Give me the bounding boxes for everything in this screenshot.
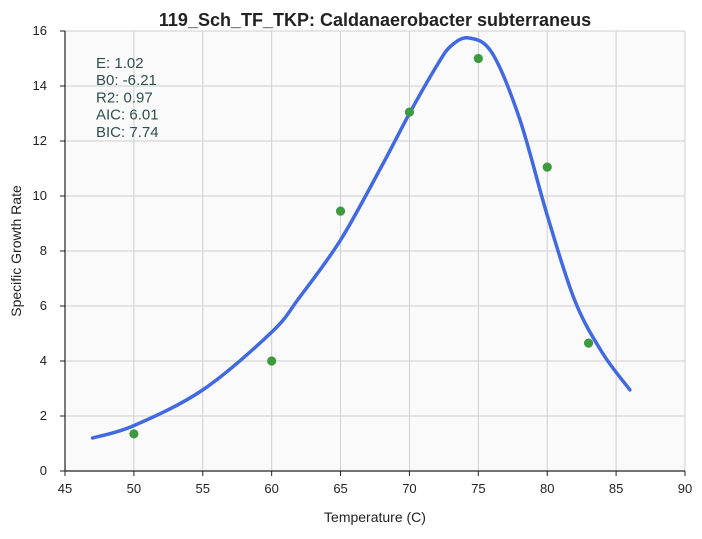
y-tick-label: 8 [40, 243, 47, 258]
x-tick-label: 60 [264, 481, 278, 496]
y-tick-label: 6 [40, 298, 47, 313]
stat-label: BIC: [96, 124, 125, 141]
stat-label: AIC: [96, 107, 125, 124]
stat-label: R2: [96, 89, 119, 106]
y-tick-label: 0 [40, 463, 47, 478]
y-tick-label: 12 [33, 133, 47, 148]
data-point [583, 338, 594, 348]
x-tick-label: 45 [58, 481, 72, 496]
data-point [473, 53, 483, 64]
x-axis-label: Temperature (C) [324, 509, 426, 525]
stat-label: E: [96, 55, 110, 72]
x-tick-label: 90 [678, 481, 692, 496]
grid-lines [65, 30, 686, 471]
stat-line: E: 1.02 [96, 55, 144, 72]
stat-value: 7.74 [125, 124, 158, 141]
y-tick-label: 2 [40, 408, 47, 423]
data-point [404, 107, 415, 117]
y-tick-label: 16 [33, 23, 47, 38]
stat-value: 6.01 [125, 107, 158, 124]
y-tick-label: 4 [40, 353, 47, 368]
data-point [335, 206, 346, 216]
x-tick-label: 65 [333, 481, 347, 496]
stat-value: 0.97 [119, 89, 152, 106]
x-tick-labels: 45 50 55 60 65 70 75 80 85 90 [58, 471, 692, 496]
stat-label: B0: [96, 72, 119, 89]
y-tick-labels: 0 2 4 6 8 10 12 14 16 [33, 23, 65, 478]
data-points-layer [129, 53, 594, 439]
data-point [542, 162, 552, 172]
stat-value: -6.21 [119, 72, 157, 89]
x-tick-label: 70 [402, 481, 416, 496]
chart-title: 119_Sch_TF_TKP: Caldanaerobacter subterr… [159, 10, 591, 30]
y-tick-label: 14 [33, 78, 47, 93]
stat-line: B0: -6.21 [96, 72, 157, 89]
x-tick-label: 80 [540, 481, 554, 496]
x-tick-label: 85 [609, 481, 623, 496]
stat-line: AIC: 6.01 [96, 107, 159, 124]
y-tick-label: 10 [33, 188, 47, 203]
stat-line: R2: 0.97 [96, 89, 153, 106]
y-axis-label: Specific Growth Rate [8, 185, 24, 317]
x-tick-label: 75 [471, 481, 485, 496]
fit-curve-layer [90, 35, 632, 440]
x-tick-label: 55 [196, 481, 210, 496]
stat-line: BIC: 7.74 [96, 124, 159, 141]
fit-curve-line [90, 35, 632, 440]
stat-value: 1.02 [110, 55, 143, 72]
data-point [267, 356, 277, 366]
data-point [129, 429, 139, 439]
x-tick-label: 50 [127, 481, 141, 496]
